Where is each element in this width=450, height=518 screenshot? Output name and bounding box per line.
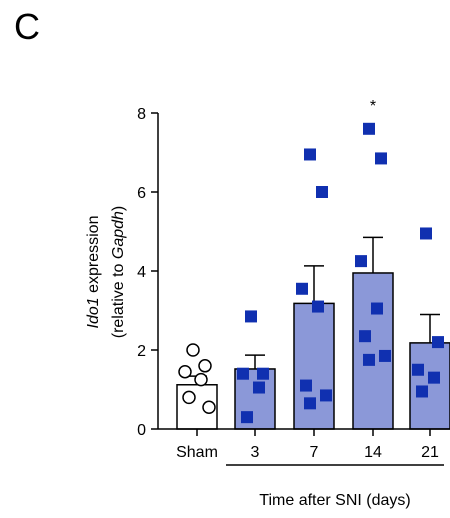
data-point bbox=[428, 371, 440, 384]
x-tick-label: 7 bbox=[310, 444, 319, 461]
y-axis-title-rest: expression bbox=[85, 216, 102, 298]
data-point bbox=[304, 148, 316, 161]
data-point bbox=[316, 186, 328, 198]
data-point bbox=[300, 379, 312, 392]
y-tick-label: 6 bbox=[137, 185, 146, 202]
y-tick-label: 2 bbox=[137, 343, 146, 360]
y-tick-label: 4 bbox=[137, 264, 146, 281]
data-point bbox=[178, 364, 192, 379]
x-axis: Sham 3 7 14 21 bbox=[158, 428, 450, 461]
data-point bbox=[296, 282, 308, 295]
data-point bbox=[245, 310, 257, 323]
y-axis-subtitle-gene: Gapdh bbox=[110, 211, 127, 259]
y-axis: 0 2 4 6 8 bbox=[137, 106, 159, 439]
data-point bbox=[186, 343, 200, 357]
data-point bbox=[371, 302, 383, 315]
x-axis-title: Time after SNI (days) bbox=[259, 492, 410, 509]
y-tick-label: 8 bbox=[137, 106, 146, 123]
data-point bbox=[363, 353, 375, 366]
x-tick-label: 3 bbox=[251, 444, 260, 461]
y-axis-subtitle-pre: (relative to bbox=[110, 259, 127, 338]
y-axis-title-gene: Ido1 bbox=[85, 297, 102, 328]
y-axis-subtitle: (relative to Gapdh) bbox=[110, 206, 127, 339]
data-point bbox=[237, 367, 249, 380]
data-point bbox=[320, 389, 332, 402]
bar bbox=[293, 302, 335, 430]
data-point bbox=[182, 390, 196, 405]
data-point bbox=[257, 367, 269, 380]
x-tick-label: 21 bbox=[421, 444, 439, 461]
data-point bbox=[241, 411, 253, 424]
significance-markers: * bbox=[370, 98, 376, 115]
data-point bbox=[198, 359, 212, 373]
data-point bbox=[194, 372, 208, 387]
data-point bbox=[304, 397, 316, 410]
data-point bbox=[379, 349, 391, 362]
y-axis-subtitle-post: ) bbox=[110, 206, 127, 211]
data-point bbox=[363, 122, 375, 135]
data-point bbox=[416, 385, 428, 398]
data-point bbox=[312, 300, 324, 313]
data-point bbox=[375, 152, 387, 165]
data-point bbox=[359, 330, 371, 343]
data-point bbox=[420, 227, 432, 240]
data-point bbox=[355, 255, 367, 268]
data-point bbox=[253, 381, 265, 394]
data-point bbox=[432, 336, 444, 349]
data-points bbox=[178, 122, 444, 424]
x-tick-label: 14 bbox=[364, 444, 382, 461]
panel-label: C bbox=[14, 6, 40, 47]
y-tick-label: 0 bbox=[137, 422, 146, 439]
data-point bbox=[202, 400, 216, 415]
significance-star: * bbox=[370, 98, 376, 115]
x-tick-label: Sham bbox=[176, 444, 218, 461]
y-axis-title: Ido1 expression bbox=[85, 216, 102, 329]
data-point bbox=[412, 363, 424, 376]
